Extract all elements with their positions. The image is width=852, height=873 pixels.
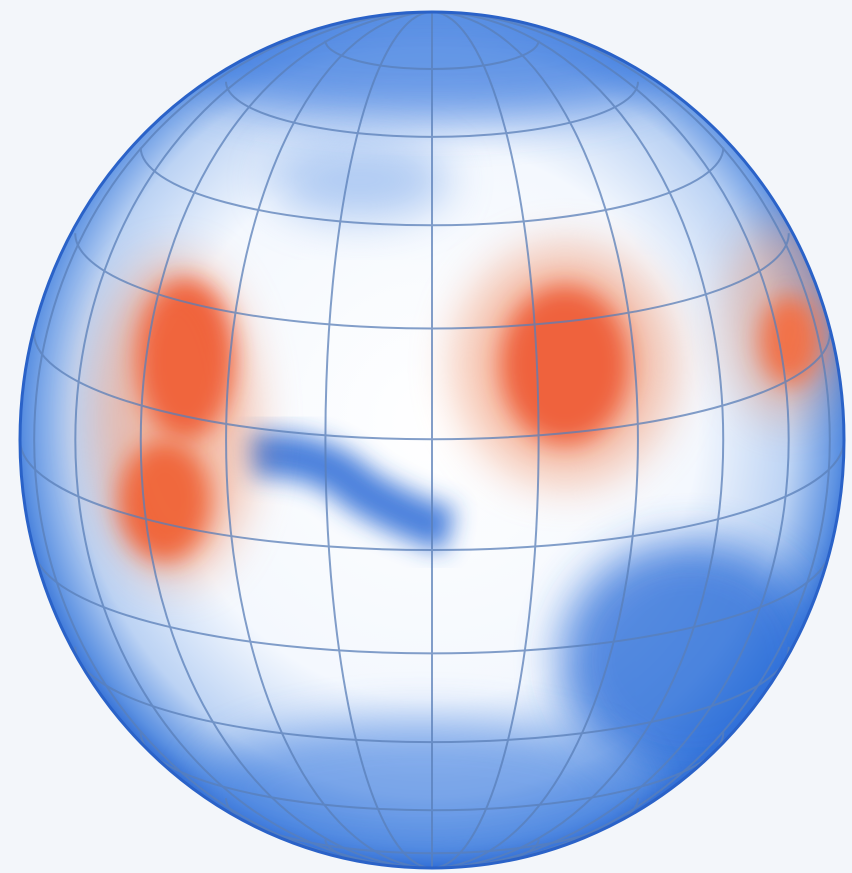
longitude-line (431, 12, 540, 868)
longitude-line (33, 12, 433, 868)
sphere-outline (18, 10, 846, 870)
cold-region (270, 140, 450, 220)
longitude-line (431, 12, 639, 868)
longitude-line (324, 12, 433, 868)
cold-band (248, 431, 456, 552)
longitude-line (74, 12, 433, 868)
longitude-line (431, 12, 790, 868)
longitude-line (139, 12, 433, 868)
cold-region (200, 720, 640, 860)
longitude-line (225, 12, 433, 868)
longitude-line (431, 12, 725, 868)
warm-halo (95, 260, 255, 580)
warm-halo (455, 245, 675, 485)
longitude-line (431, 12, 831, 868)
